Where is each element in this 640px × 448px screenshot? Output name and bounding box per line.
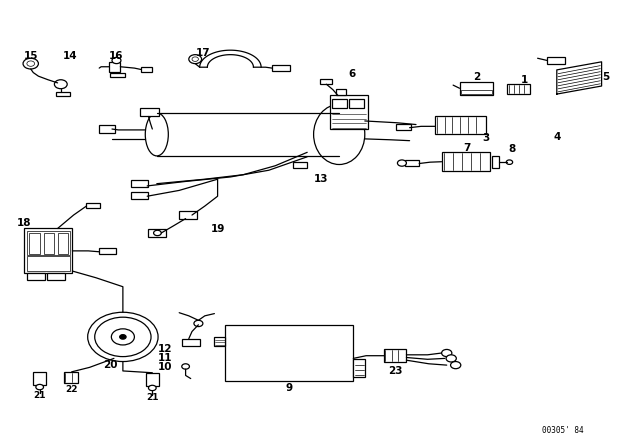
Circle shape [112, 57, 121, 64]
Text: 9: 9 [285, 383, 293, 392]
Bar [29, 233, 40, 254]
Bar [214, 337, 225, 346]
Bar [320, 79, 332, 84]
Text: 17: 17 [196, 48, 211, 58]
Text: 18: 18 [17, 218, 31, 228]
Bar [47, 273, 65, 280]
Text: 00305' 84: 00305' 84 [542, 426, 584, 435]
Circle shape [120, 335, 126, 339]
Text: 19: 19 [211, 224, 225, 234]
Text: 21: 21 [146, 393, 159, 402]
Bar [179, 211, 197, 219]
Bar [460, 82, 493, 95]
Circle shape [451, 362, 461, 369]
Bar [384, 349, 406, 362]
Bar [182, 339, 200, 346]
Text: 4: 4 [553, 132, 561, 142]
Bar [27, 273, 45, 280]
Bar [99, 248, 116, 254]
Ellipse shape [145, 113, 168, 156]
Bar [146, 373, 159, 386]
Text: 23: 23 [388, 366, 403, 376]
Bar [435, 116, 486, 134]
Circle shape [111, 329, 134, 345]
Circle shape [446, 355, 456, 362]
Text: 15: 15 [24, 51, 38, 60]
Text: 22: 22 [65, 385, 78, 394]
Circle shape [182, 364, 189, 369]
Text: 21: 21 [33, 391, 46, 400]
Bar [547, 57, 565, 64]
Bar [225, 325, 353, 381]
Circle shape [154, 230, 161, 236]
Text: 14: 14 [63, 51, 77, 60]
Bar [27, 256, 70, 271]
Bar [141, 67, 152, 72]
Circle shape [148, 385, 156, 391]
Bar [44, 233, 54, 254]
Bar [64, 372, 78, 383]
Bar [507, 84, 530, 94]
Circle shape [506, 160, 513, 164]
Circle shape [54, 80, 67, 89]
Bar [33, 372, 46, 385]
Text: 8: 8 [508, 144, 516, 154]
Bar [330, 95, 368, 129]
Text: 16: 16 [109, 51, 124, 60]
Bar [58, 233, 68, 254]
Bar [27, 231, 70, 255]
Text: 7: 7 [463, 143, 471, 153]
Circle shape [23, 58, 38, 69]
Bar [148, 229, 166, 237]
Text: 1: 1 [521, 75, 529, 85]
Circle shape [95, 317, 151, 357]
Text: 6: 6 [348, 69, 356, 79]
Text: 10: 10 [158, 362, 172, 372]
Bar [396, 124, 411, 130]
Text: 3: 3 [483, 133, 490, 143]
Circle shape [194, 320, 203, 327]
Circle shape [36, 384, 44, 390]
Text: 13: 13 [314, 174, 328, 184]
Text: 11: 11 [158, 353, 172, 363]
Text: 12: 12 [158, 345, 172, 354]
Bar [131, 180, 148, 187]
Bar [86, 203, 100, 208]
Bar [293, 162, 307, 168]
Bar [492, 156, 499, 168]
Bar [349, 99, 364, 108]
Bar [442, 152, 490, 171]
Bar [56, 92, 70, 96]
Circle shape [27, 61, 35, 66]
Bar [110, 73, 125, 77]
Bar [99, 125, 115, 133]
Bar [24, 228, 72, 273]
Bar [336, 89, 346, 95]
Circle shape [88, 312, 158, 362]
Circle shape [397, 160, 406, 166]
Text: 2: 2 [473, 72, 481, 82]
Ellipse shape [314, 104, 365, 164]
Text: 5: 5 [602, 72, 609, 82]
Circle shape [192, 57, 198, 61]
Bar [140, 108, 159, 116]
Bar [272, 65, 290, 71]
Circle shape [189, 55, 202, 64]
Bar [332, 99, 347, 108]
Bar [461, 90, 492, 94]
Bar [109, 62, 120, 72]
Bar [405, 160, 419, 166]
Circle shape [442, 349, 452, 357]
Bar [353, 359, 365, 377]
Text: 20: 20 [103, 360, 117, 370]
Bar [131, 192, 148, 199]
